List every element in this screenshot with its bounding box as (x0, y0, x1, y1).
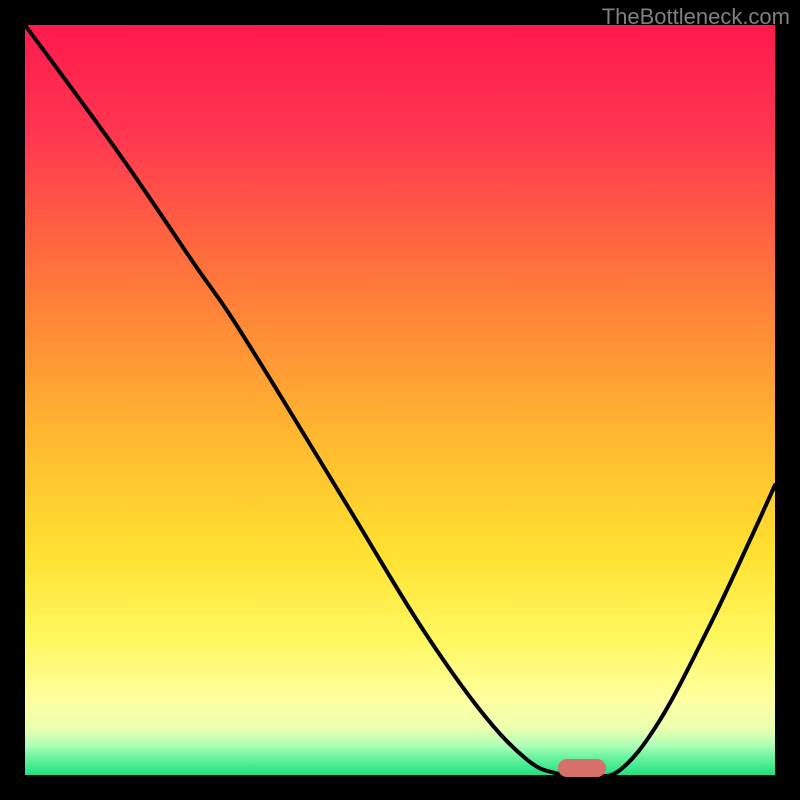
chart-svg (0, 0, 800, 800)
bottleneck-chart (0, 0, 800, 800)
chart-background (25, 25, 775, 775)
watermark-text: TheBottleneck.com (602, 4, 790, 30)
optimal-marker (558, 759, 606, 777)
